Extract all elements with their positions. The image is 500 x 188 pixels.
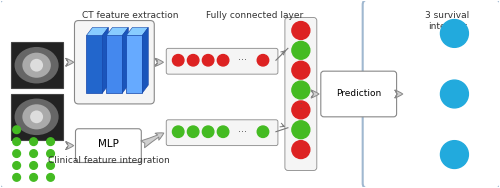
Circle shape xyxy=(30,174,38,181)
Circle shape xyxy=(13,162,20,169)
Text: ···: ··· xyxy=(238,127,246,137)
Circle shape xyxy=(13,126,20,133)
Circle shape xyxy=(440,20,468,47)
FancyBboxPatch shape xyxy=(0,0,366,188)
Circle shape xyxy=(13,138,20,146)
Circle shape xyxy=(172,126,184,137)
Circle shape xyxy=(292,41,310,59)
Bar xyxy=(106,35,122,93)
Text: Clinical feature integration: Clinical feature integration xyxy=(48,156,170,165)
Circle shape xyxy=(218,126,229,137)
Circle shape xyxy=(188,126,199,137)
Circle shape xyxy=(46,162,54,169)
Text: Fully connected layer: Fully connected layer xyxy=(206,11,304,20)
Circle shape xyxy=(30,162,38,169)
Circle shape xyxy=(292,101,310,119)
FancyBboxPatch shape xyxy=(166,48,278,74)
FancyBboxPatch shape xyxy=(285,17,317,171)
FancyBboxPatch shape xyxy=(166,120,278,146)
Ellipse shape xyxy=(14,47,59,83)
FancyBboxPatch shape xyxy=(74,20,154,104)
Circle shape xyxy=(46,150,54,157)
Circle shape xyxy=(188,55,199,66)
Ellipse shape xyxy=(30,59,43,72)
Bar xyxy=(10,42,62,88)
Text: Prediction: Prediction xyxy=(336,89,382,99)
Circle shape xyxy=(13,150,20,157)
Circle shape xyxy=(13,174,20,181)
Circle shape xyxy=(46,174,54,181)
Circle shape xyxy=(292,81,310,99)
Bar xyxy=(86,35,102,93)
Circle shape xyxy=(257,55,268,66)
Ellipse shape xyxy=(14,99,59,135)
Polygon shape xyxy=(86,27,108,35)
Polygon shape xyxy=(102,27,108,93)
Text: ···: ··· xyxy=(238,55,246,65)
Circle shape xyxy=(292,121,310,139)
Circle shape xyxy=(172,55,184,66)
Polygon shape xyxy=(122,27,128,93)
Circle shape xyxy=(202,126,214,137)
Circle shape xyxy=(30,150,38,157)
Text: 3 survival
intervals: 3 survival intervals xyxy=(426,11,470,31)
Bar xyxy=(10,94,62,140)
Polygon shape xyxy=(142,27,148,93)
Circle shape xyxy=(292,22,310,39)
Circle shape xyxy=(440,141,468,168)
Circle shape xyxy=(257,126,268,137)
Polygon shape xyxy=(106,27,128,35)
Text: CT feature extraction: CT feature extraction xyxy=(82,11,178,20)
Circle shape xyxy=(292,141,310,158)
Ellipse shape xyxy=(22,53,51,78)
FancyBboxPatch shape xyxy=(76,129,142,162)
Polygon shape xyxy=(126,27,148,35)
Circle shape xyxy=(30,138,38,146)
Circle shape xyxy=(202,55,214,66)
Text: MLP: MLP xyxy=(98,139,119,149)
Circle shape xyxy=(440,80,468,108)
FancyBboxPatch shape xyxy=(362,0,500,188)
Ellipse shape xyxy=(30,110,43,123)
Bar xyxy=(126,35,142,93)
Ellipse shape xyxy=(22,104,51,129)
Text: ·
·: · · xyxy=(300,101,302,112)
Circle shape xyxy=(292,61,310,79)
FancyBboxPatch shape xyxy=(321,71,396,117)
Circle shape xyxy=(46,138,54,146)
Circle shape xyxy=(218,55,229,66)
